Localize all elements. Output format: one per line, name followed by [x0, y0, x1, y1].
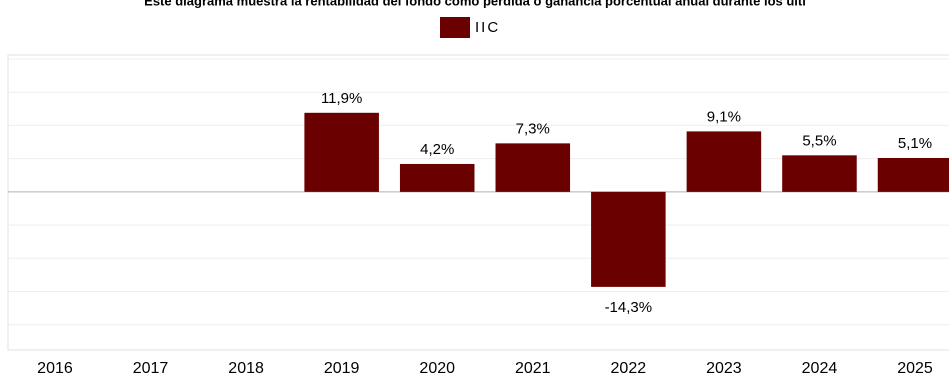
data-label: 5,1%	[898, 135, 932, 152]
x-tick-label: 2016	[37, 360, 73, 377]
chart-title: Este diagrama muestra la rentabilidad de…	[144, 0, 806, 8]
x-tick-label: 2022	[611, 360, 647, 377]
data-label: 4,2%	[420, 141, 454, 158]
data-label: 5,5%	[802, 132, 836, 149]
bar	[877, 157, 949, 192]
plot-area	[7, 54, 949, 351]
bar	[591, 191, 666, 287]
x-tick-label: 2017	[133, 360, 169, 377]
data-label: 11,9%	[321, 90, 362, 107]
legend-label: IIC	[475, 19, 500, 36]
x-tick-label: 2025	[897, 360, 933, 377]
x-tick-label: 2019	[324, 360, 360, 377]
data-label: 7,3%	[516, 120, 550, 137]
bar	[782, 155, 857, 192]
bar	[686, 131, 762, 192]
x-tick-label: 2024	[802, 360, 838, 377]
bar	[495, 143, 571, 192]
data-label: 9,1%	[707, 108, 741, 125]
x-tick-label: 2023	[706, 360, 742, 377]
legend-swatch	[440, 17, 470, 38]
x-tick-label: 2020	[419, 360, 455, 377]
data-label: -14,3%	[605, 299, 653, 316]
bar	[304, 112, 379, 192]
x-tick-label: 2018	[228, 360, 264, 377]
x-tick-label: 2021	[515, 360, 551, 377]
bar	[399, 163, 475, 192]
